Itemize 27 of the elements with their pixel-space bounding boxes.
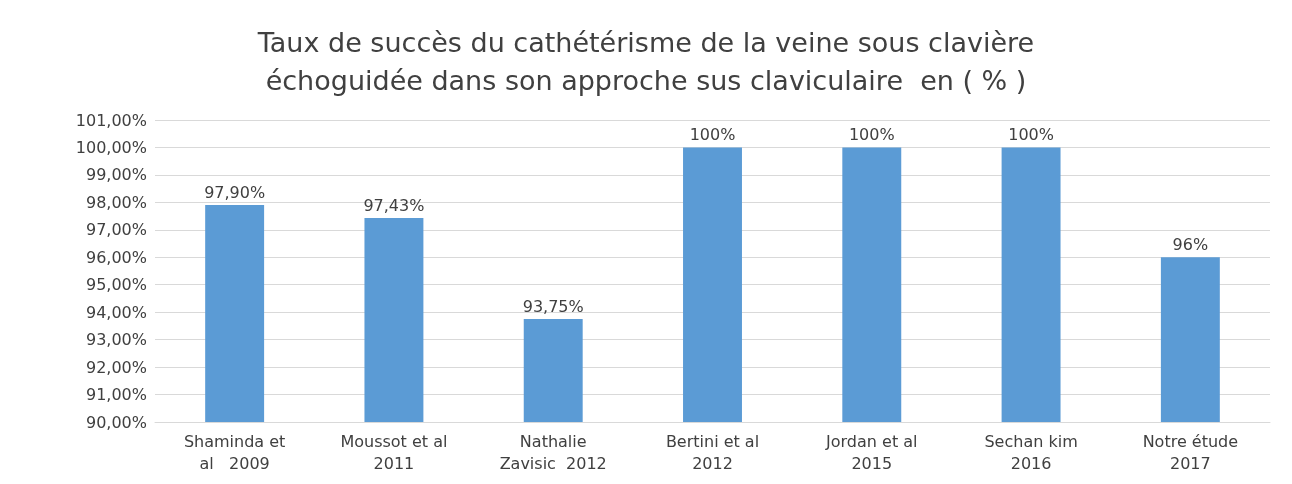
data-label: 100%: [689, 124, 736, 144]
y-tick-label: 95,00%: [85, 275, 147, 295]
x-tick-label: Nathalie Zavisic 2012: [499, 431, 607, 473]
y-tick-label: 100,00%: [75, 137, 147, 157]
y-tick-label: 91,00%: [85, 385, 147, 405]
y-tick-label: 92,00%: [85, 357, 147, 377]
y-tick-label: 90,00%: [85, 412, 147, 432]
chart-title: Taux de succès du cathétérisme de la veine sous clavière échoguidée dans son approche sus claviculaire en ( % ): [256, 26, 1035, 96]
x-tick-label: Moussot et al 2011: [340, 431, 448, 473]
data-label: 100%: [848, 124, 895, 144]
data-label: 97,90%: [204, 182, 266, 202]
data-label: 97,43%: [363, 195, 425, 215]
y-tick-label: 98,00%: [85, 192, 147, 212]
x-tick-label: Shaminda et al 2009: [183, 431, 286, 473]
x-tick-label: Bertini et al 2012: [665, 431, 760, 473]
y-tick-label: 99,00%: [85, 165, 147, 185]
y-tick-label: 101,00%: [75, 110, 147, 130]
y-tick-label: 94,00%: [85, 302, 147, 322]
y-tick-label: 96,00%: [85, 247, 147, 267]
x-tick-label: Notre étude 2017: [1142, 431, 1239, 473]
data-label: 93,75%: [522, 296, 584, 316]
data-label: 100%: [1008, 124, 1054, 144]
y-tick-label: 93,00%: [85, 330, 147, 350]
x-tick-label: Sechan kim 2016: [984, 431, 1078, 473]
x-tick-label: Jordan et al 2015: [825, 431, 918, 473]
data-label: 96%: [1172, 234, 1209, 254]
y-tick-label: 97,00%: [85, 220, 147, 240]
